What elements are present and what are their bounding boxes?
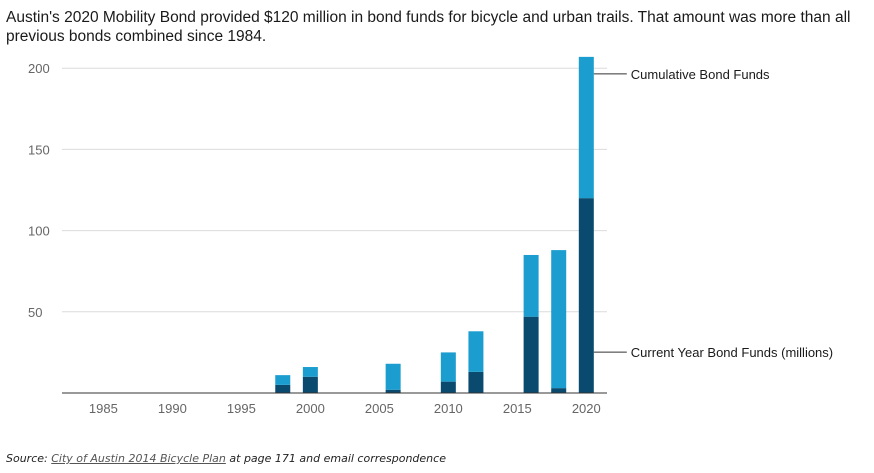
x-tick-label: 2005 [365,401,394,416]
bar-cumulative [302,367,318,377]
bar-current-year [551,388,567,393]
x-tick-label: 1985 [89,401,118,416]
y-tick-label: 100 [28,224,50,239]
source-prefix: Source: [6,452,52,465]
bars [275,56,594,393]
x-tick-label: 2020 [572,401,601,416]
y-tick-label: 50 [28,305,42,320]
bar-current-year [578,198,594,393]
bar-cumulative [440,352,456,382]
bar-cumulative [468,331,484,372]
x-tick-label: 2000 [296,401,325,416]
bar-cumulative [275,375,291,385]
source-note: Source: City of Austin 2014 Bicycle Plan… [6,452,446,465]
bar-current-year [440,381,456,393]
bar-cumulative [523,254,539,317]
bar-current-year [468,371,484,393]
source-suffix: at page 171 and email correspondence [225,452,446,465]
bar-current-year [523,316,539,393]
series-label: Cumulative Bond Funds [631,67,770,82]
bar-cumulative [578,56,594,199]
x-tick-label: 2015 [503,401,532,416]
series-label: Current Year Bond Funds (millions) [631,345,833,360]
series-labels: Current Year Bond Funds (millions) Cumula… [593,67,833,360]
y-tick-label: 200 [28,61,50,76]
x-tick-label: 2010 [434,401,463,416]
y-tick-label: 150 [28,142,50,157]
bar-cumulative [551,250,567,389]
bar-current-year [385,389,401,393]
y-axis-ticks: 50 100 150 200 [28,61,50,320]
x-tick-label: 1990 [158,401,187,416]
gridlines [62,67,607,313]
stacked-bar-chart: 50 100 150 200 1985 1990 1995 2000 2005 2010 2015… [28,56,833,416]
bar-current-year [302,376,318,393]
chart-title: Austin's 2020 Mobility Bond provided $12… [6,9,851,45]
bar-cumulative [385,363,401,390]
source-link[interactable]: City of Austin 2014 Bicycle Plan [51,452,226,465]
x-axis-ticks: 1985 1990 1995 2000 2005 2010 2015 2020 [89,401,601,416]
x-tick-label: 1995 [227,401,256,416]
bar-current-year [275,384,291,393]
